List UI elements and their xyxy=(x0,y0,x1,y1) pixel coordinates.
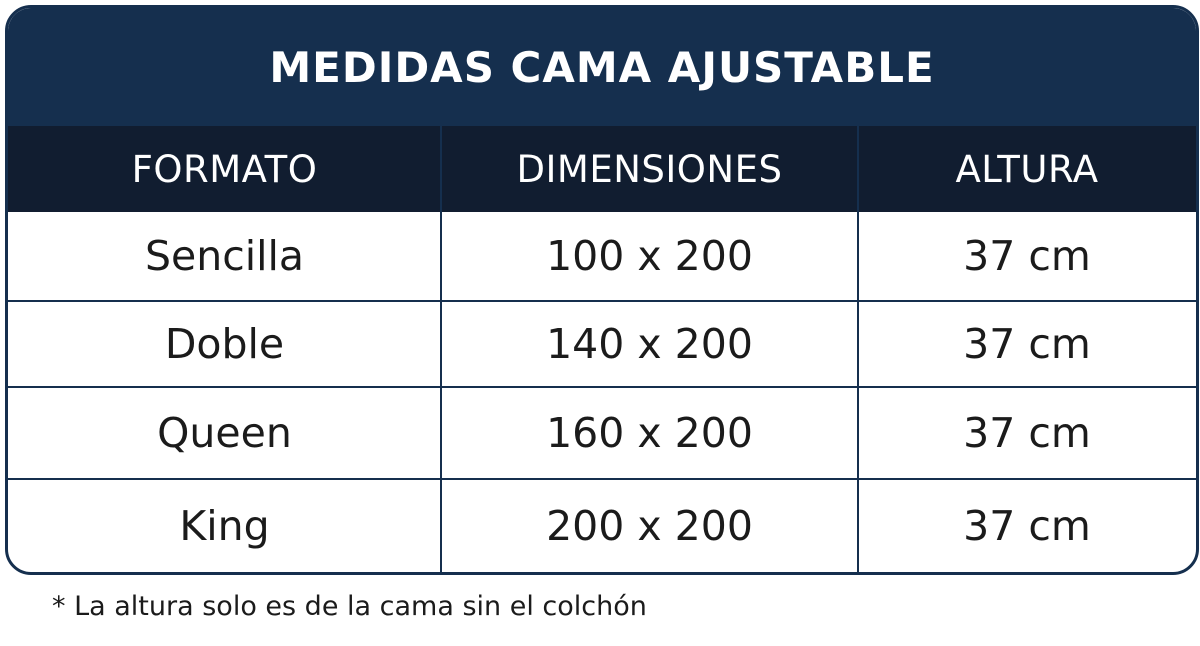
cell-dimensiones-king: 200 x 200 xyxy=(546,502,753,550)
cell-formato-sencilla: Sencilla xyxy=(144,232,305,280)
row-divider xyxy=(8,478,1196,480)
cell-altura-sencilla: 37 cm xyxy=(963,232,1091,280)
row-divider xyxy=(8,386,1196,388)
cell-altura-queen: 37 cm xyxy=(963,409,1091,457)
cell-formato-queen: Queen xyxy=(157,409,292,457)
cell-formato-doble: Doble xyxy=(164,320,285,368)
cell-formato-king: King xyxy=(179,502,270,550)
size-table: FORMATO DIMENSIONES ALTURA Sencilla 100 … xyxy=(8,126,1196,572)
cell-altura-king: 37 cm xyxy=(963,502,1091,550)
cell-dimensiones-doble: 140 x 200 xyxy=(546,320,753,368)
cell-altura-doble: 37 cm xyxy=(963,320,1091,368)
table-title: MEDIDAS CAMA AJUSTABLE xyxy=(269,42,935,92)
size-table-card: MEDIDAS CAMA AJUSTABLE FORMATO DIMENSION… xyxy=(5,5,1199,575)
column-divider xyxy=(440,126,442,572)
column-header-altura: ALTURA xyxy=(955,147,1099,191)
footnote: * La altura solo es de la cama sin el co… xyxy=(52,591,647,622)
cell-dimensiones-queen: 160 x 200 xyxy=(546,409,753,457)
table-header-row: FORMATO DIMENSIONES ALTURA xyxy=(8,126,1196,212)
cell-dimensiones-sencilla: 100 x 200 xyxy=(546,232,753,280)
column-header-dimensiones: DIMENSIONES xyxy=(516,147,783,191)
row-divider xyxy=(8,300,1196,302)
column-divider xyxy=(857,126,859,572)
column-header-formato: FORMATO xyxy=(131,147,318,191)
title-bar: MEDIDAS CAMA AJUSTABLE xyxy=(8,8,1196,126)
